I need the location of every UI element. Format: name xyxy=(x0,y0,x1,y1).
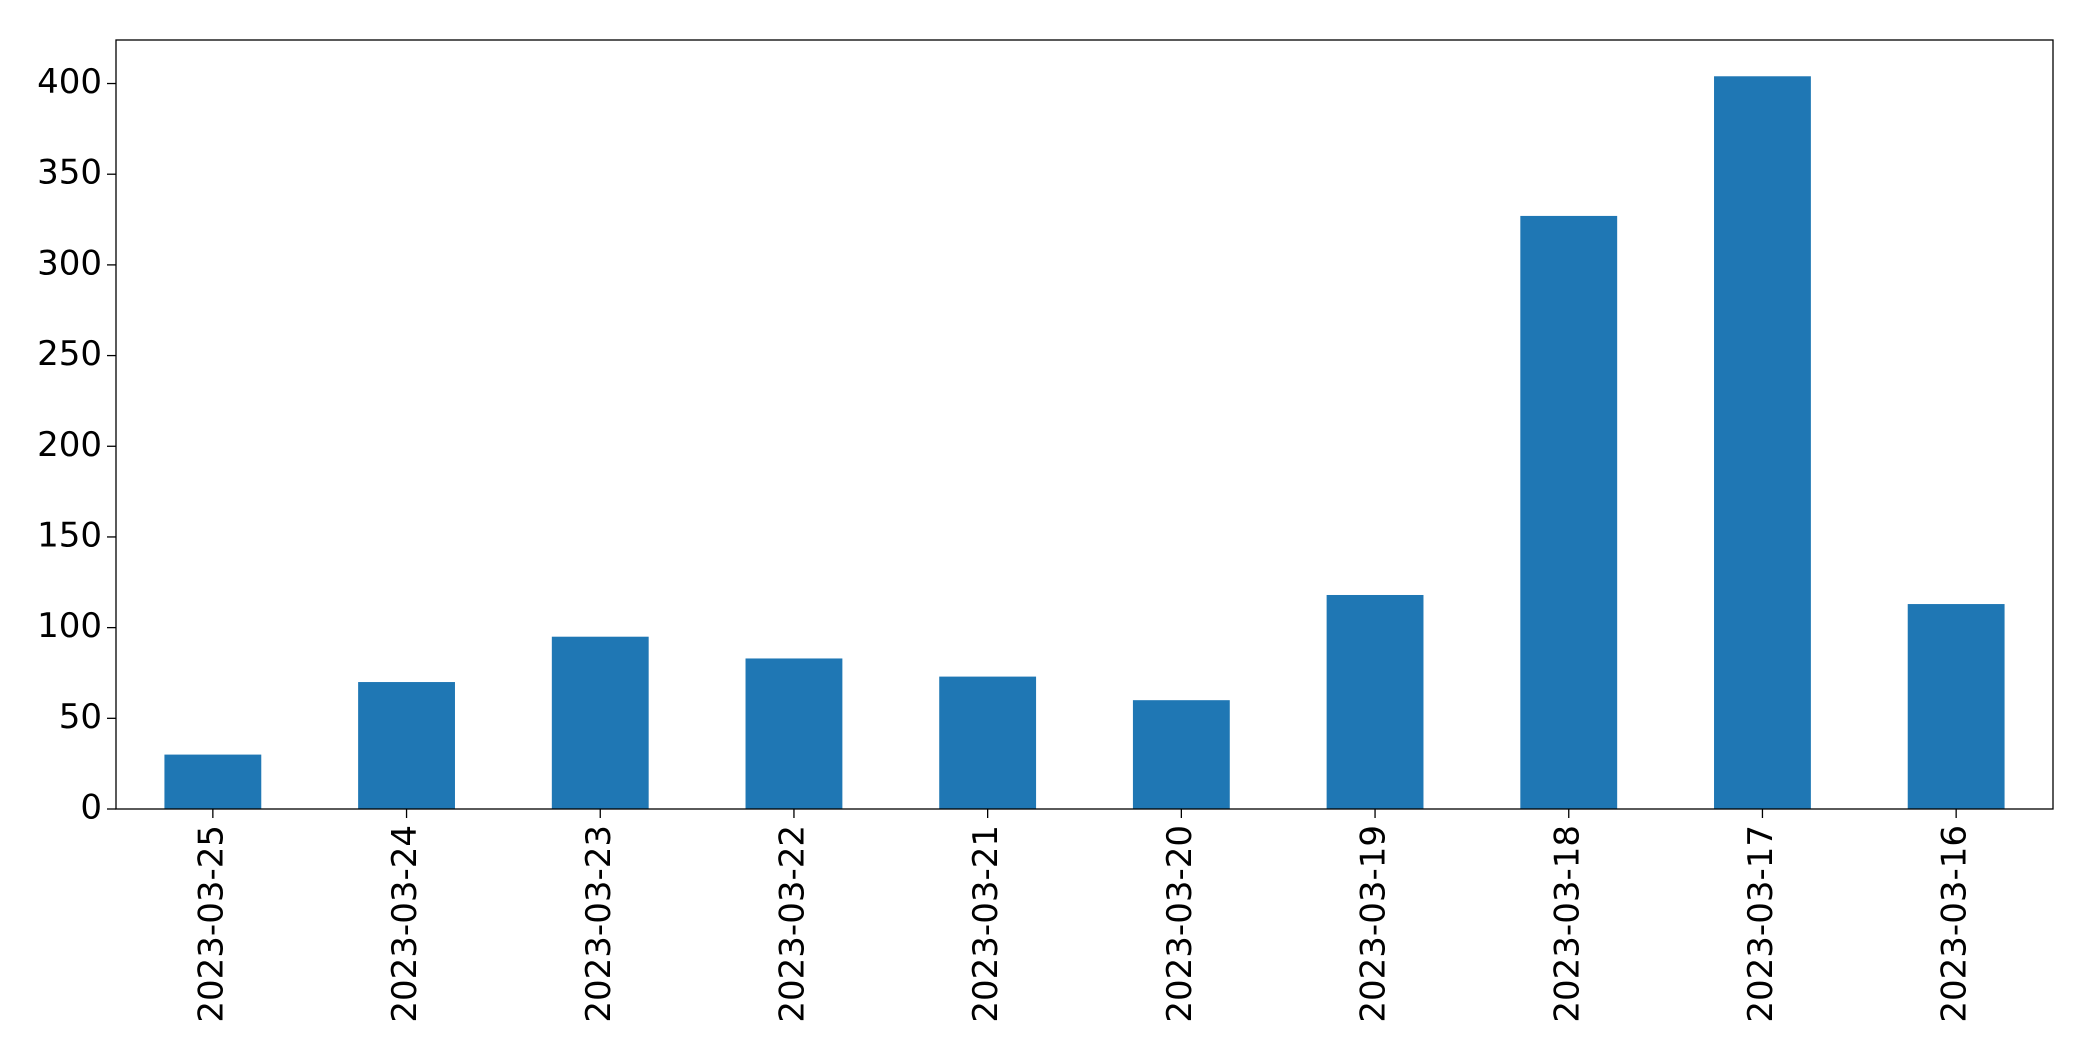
y-tick-label: 350 xyxy=(37,153,102,193)
plot-frame xyxy=(115,39,2054,810)
x-tick-label: 2023-03-19 xyxy=(1354,825,1394,1023)
y-tick-label: 400 xyxy=(37,62,102,102)
y-tick-label: 150 xyxy=(37,515,102,555)
bar xyxy=(1326,594,1424,809)
y-tick-label: 200 xyxy=(37,425,102,465)
bar xyxy=(551,636,649,809)
x-tick-label: 2023-03-25 xyxy=(191,825,231,1023)
bar xyxy=(1520,215,1618,809)
x-tick-label: 2023-03-22 xyxy=(772,825,812,1023)
x-tick-label: 2023-03-17 xyxy=(1741,825,1781,1023)
x-tick-label: 2023-03-24 xyxy=(385,825,425,1023)
bar xyxy=(358,682,455,809)
y-tick-label: 0 xyxy=(80,788,102,828)
bar xyxy=(1907,604,2005,809)
y-tick-label: 300 xyxy=(37,243,102,283)
bar xyxy=(939,676,1037,809)
x-tick-label: 2023-03-18 xyxy=(1547,825,1587,1023)
bar xyxy=(164,754,262,809)
y-tick-label: 100 xyxy=(37,606,102,646)
bar xyxy=(1132,700,1230,809)
x-tick-label: 2023-03-21 xyxy=(966,825,1006,1023)
bar xyxy=(1714,76,1811,810)
y-tick-label: 250 xyxy=(37,334,102,374)
bar xyxy=(745,658,843,809)
x-tick-label: 2023-03-23 xyxy=(579,825,619,1023)
x-tick-label: 2023-03-20 xyxy=(1160,825,1200,1023)
y-tick-label: 50 xyxy=(59,697,102,737)
x-tick-label: 2023-03-16 xyxy=(1935,825,1975,1023)
